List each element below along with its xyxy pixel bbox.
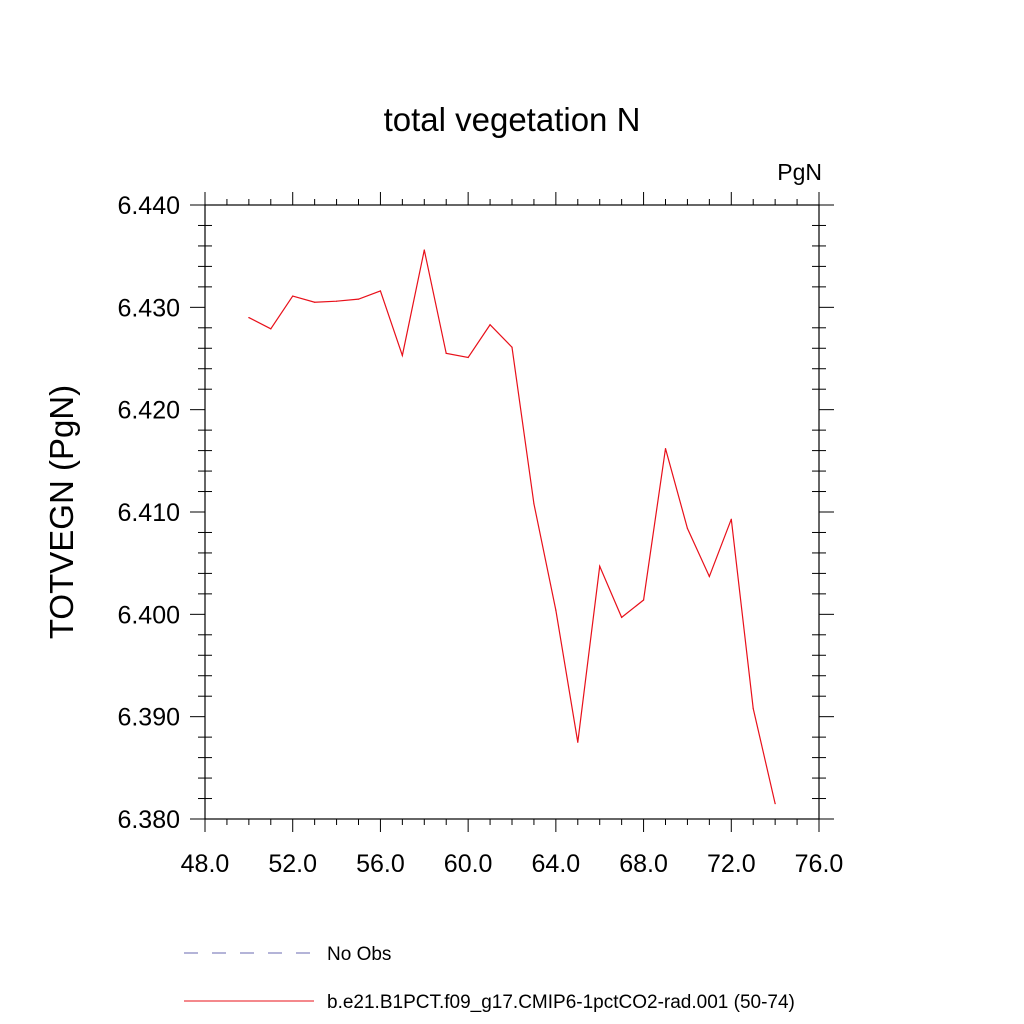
data-point [533, 503, 535, 505]
y-tick-label: 6.400 [117, 601, 180, 629]
x-tick-label: 60.0 [444, 850, 493, 878]
x-tick-label: 76.0 [795, 850, 844, 878]
y-tick-label: 6.440 [117, 192, 180, 220]
series [248, 249, 776, 805]
legend-label: No Obs [327, 944, 391, 965]
data-point [335, 300, 338, 302]
data-point [664, 447, 667, 450]
data-point [599, 565, 601, 567]
ticks [190, 192, 834, 832]
data-point [489, 324, 491, 326]
y-axis-label: TOTVEGN (PgN) [43, 385, 80, 639]
x-tick-label: 72.0 [707, 850, 756, 878]
data-point [467, 356, 469, 359]
x-tick-label: 56.0 [356, 850, 405, 878]
data-point [752, 707, 754, 710]
data-point [642, 599, 645, 601]
data-point [555, 609, 557, 611]
y-tick-label: 6.410 [117, 499, 180, 527]
data-point [357, 298, 360, 300]
x-tick-label: 64.0 [532, 850, 581, 878]
data-point [577, 741, 579, 743]
plot-frame [204, 204, 820, 820]
data-point [511, 346, 513, 348]
data-point [270, 328, 272, 330]
series-line [248, 249, 776, 804]
data-point [730, 518, 732, 520]
x-tick-label: 48.0 [181, 850, 230, 878]
data-point [292, 295, 294, 297]
x-tick-label: 52.0 [268, 850, 317, 878]
x-tick-label: 68.0 [619, 850, 668, 878]
data-point [445, 352, 447, 354]
data-point [774, 803, 776, 805]
data-point [379, 290, 382, 292]
data-point [423, 249, 425, 251]
y-tick-label: 6.380 [117, 806, 180, 834]
tick-labels: 48.0 52.0 56.0 60.0 64.0 68.0 72.0 76.0 6.380 6.3… [117, 192, 843, 878]
units-label: PgN [777, 159, 822, 185]
y-tick-label: 6.390 [117, 704, 180, 732]
legend: No Obs b.e21.B1PCT.f09_g17.CMIP6-1pctCO2-… [184, 944, 795, 1013]
y-tick-label: 6.420 [117, 397, 180, 425]
data-point [708, 575, 710, 578]
legend-label: b.e21.B1PCT.f09_g17.CMIP6-1pctCO2-rad.00… [327, 992, 795, 1013]
chart-title: total vegetation N [384, 101, 641, 138]
y-tick-label: 6.430 [117, 294, 180, 322]
data-point [248, 316, 250, 319]
data-point [621, 616, 623, 619]
data-point [314, 301, 316, 303]
data-point [686, 527, 689, 529]
data-point [401, 354, 403, 357]
